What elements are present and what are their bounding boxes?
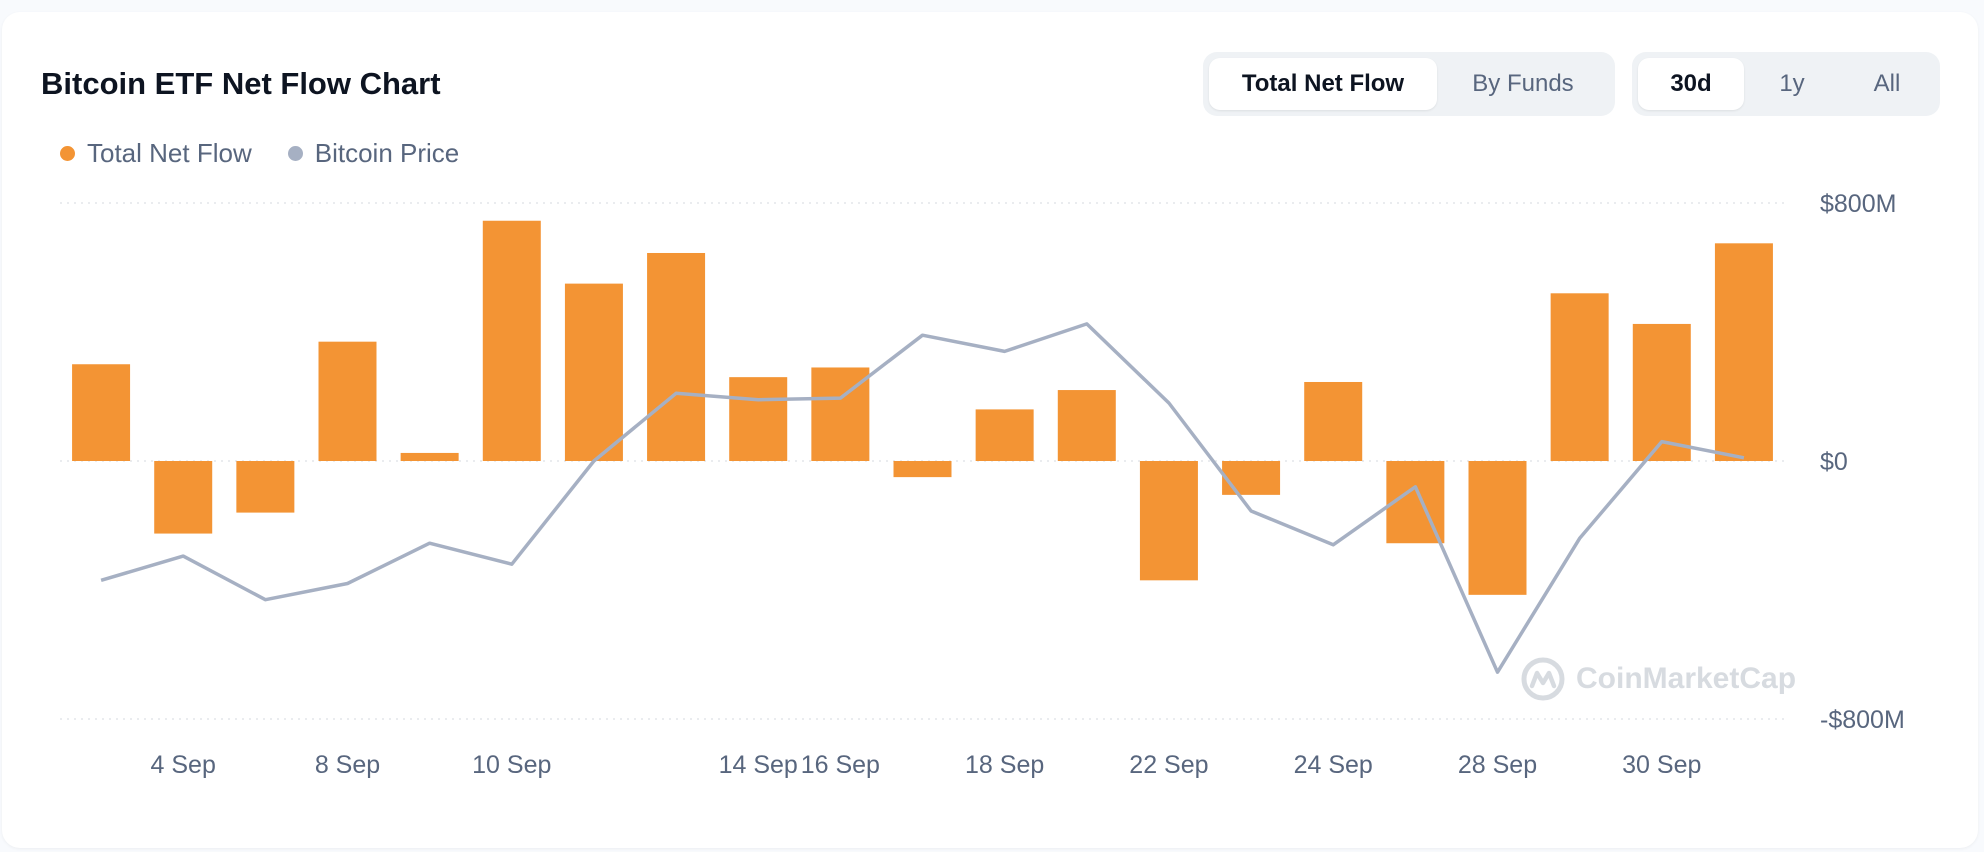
legend-label-net-flow: Total Net Flow <box>87 138 252 168</box>
net-flow-bar <box>893 461 952 478</box>
x-tick-label: 30 Sep <box>1622 751 1701 779</box>
y-tick-label: $800M <box>1820 190 1896 218</box>
y-tick-label: -$800M <box>1820 706 1905 734</box>
net-flow-bar <box>318 341 377 461</box>
range-all-tab[interactable]: All <box>1840 58 1934 110</box>
coinmarketcap-logo-icon <box>1521 657 1565 701</box>
net-flow-bar <box>1714 243 1773 461</box>
range-30d-tab[interactable]: 30d <box>1638 58 1744 110</box>
bitcoin-price-dot-icon <box>287 146 303 161</box>
x-tick-label: 22 Sep <box>1129 751 1208 779</box>
net-flow-dot-icon <box>60 146 75 161</box>
view-toggle: Total Net Flow By Funds <box>1203 52 1615 116</box>
legend-item-net-flow[interactable]: Total Net Flow <box>60 138 252 169</box>
net-flow-bar <box>647 252 706 461</box>
net-flow-bar <box>1632 323 1691 461</box>
x-tick-label: 4 Sep <box>151 751 216 779</box>
net-flow-bar <box>1550 293 1609 461</box>
legend-item-bitcoin-price[interactable]: Bitcoin Price <box>287 138 460 169</box>
x-tick-label: 8 Sep <box>315 751 380 779</box>
bitcoin-price-line <box>100 322 1745 674</box>
page-title: Bitcoin ETF Net Flow Chart <box>41 66 441 101</box>
net-flow-bar <box>154 461 213 534</box>
y-tick-label: $0 <box>1820 448 1848 476</box>
total-net-flow-tab[interactable]: Total Net Flow <box>1209 58 1437 110</box>
x-tick-label: 14 Sep <box>719 751 798 779</box>
x-tick-label: 28 Sep <box>1458 751 1537 779</box>
legend-label-bitcoin-price: Bitcoin Price <box>314 138 460 168</box>
watermark-text: CoinMarketCap <box>1576 662 1797 695</box>
x-tick-label: 18 Sep <box>965 751 1044 779</box>
net-flow-bar <box>1057 390 1116 461</box>
x-tick-label: 16 Sep <box>801 751 880 779</box>
chart-legend: Total Net Flow Bitcoin Price <box>60 138 495 169</box>
net-flow-bar <box>564 283 623 461</box>
range-1y-tab[interactable]: 1y <box>1744 58 1840 110</box>
net-flow-bar <box>400 452 459 461</box>
net-flow-bar <box>1304 381 1363 461</box>
net-flow-bar <box>1139 461 1198 581</box>
net-flow-bar <box>482 220 541 461</box>
net-flow-bar <box>72 364 131 461</box>
by-funds-tab[interactable]: By Funds <box>1437 58 1609 110</box>
x-tick-label: 24 Sep <box>1294 751 1373 779</box>
net-flow-bar <box>236 461 295 513</box>
net-flow-bar <box>1468 461 1527 595</box>
x-tick-label: 10 Sep <box>472 751 551 779</box>
net-flow-bar <box>1222 461 1281 495</box>
net-flow-bar <box>729 377 788 461</box>
range-toggle: 30d 1y All <box>1632 52 1940 116</box>
net-flow-bar <box>975 409 1034 461</box>
coinmarketcap-watermark: CoinMarketCap <box>1520 656 1796 702</box>
